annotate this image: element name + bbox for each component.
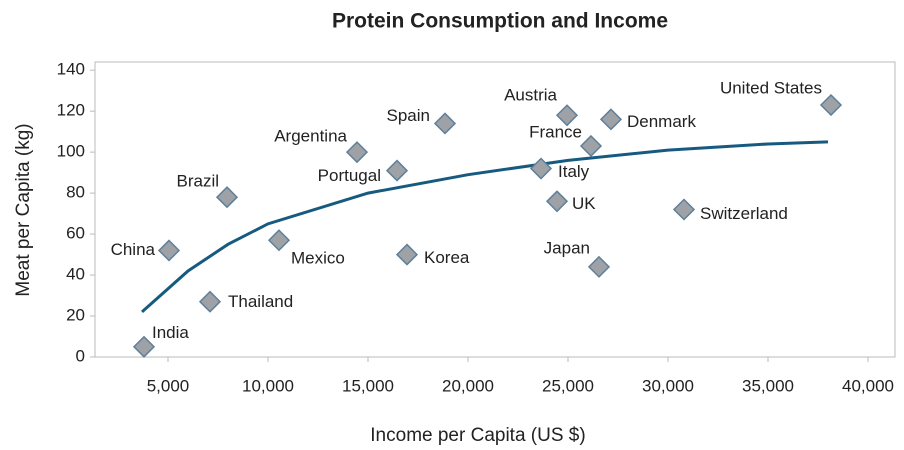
- data-point: [157, 239, 181, 262]
- x-tick-label: 35,000: [742, 376, 794, 395]
- data-point: [587, 255, 611, 278]
- x-tick-label: 15,000: [342, 376, 394, 395]
- point-label: UK: [572, 194, 596, 213]
- data-point: [819, 93, 843, 117]
- point-label: Mexico: [291, 249, 345, 268]
- data-point: [198, 290, 222, 313]
- data-point: [433, 112, 457, 135]
- x-axis-title: Income per Capita (US $): [370, 425, 585, 446]
- data-point: [545, 190, 569, 213]
- y-tick-label: 100: [57, 142, 85, 161]
- y-tick-label: 60: [66, 224, 85, 243]
- data-point: [132, 335, 156, 358]
- point-label: China: [111, 240, 156, 259]
- y-tick-label: 40: [66, 265, 85, 284]
- data-point: [345, 141, 369, 164]
- x-tick-label: 5,000: [147, 376, 190, 395]
- point-label: Japan: [544, 238, 590, 257]
- point-label: Argentina: [274, 127, 347, 146]
- x-tick-label: 40,000: [842, 376, 894, 395]
- point-label: Austria: [504, 86, 557, 105]
- point-label: Portugal: [318, 166, 381, 185]
- data-point: [672, 198, 696, 221]
- data-point: [529, 157, 553, 180]
- data-point: [267, 229, 291, 252]
- point-label: Switzerland: [700, 204, 788, 223]
- x-tick-label: 20,000: [442, 376, 494, 395]
- data-point: [395, 243, 419, 266]
- point-label: United States: [720, 79, 822, 98]
- point-label: Brazil: [176, 172, 219, 191]
- y-axis-title: Meat per Capita (kg): [13, 123, 34, 296]
- point-label: India: [152, 323, 189, 342]
- y-tick-label: 140: [57, 60, 85, 79]
- point-label: Denmark: [627, 112, 696, 131]
- x-tick-label: 10,000: [242, 376, 294, 395]
- x-tick-label: 25,000: [542, 376, 594, 395]
- data-point: [385, 159, 409, 182]
- data-point: [215, 186, 239, 209]
- trend-line: [141, 140, 829, 314]
- y-tick-label: 0: [76, 346, 85, 365]
- point-label: France: [529, 122, 582, 141]
- point-label: Thailand: [228, 292, 293, 311]
- y-tick-label: 120: [57, 101, 85, 120]
- data-point: [579, 134, 603, 158]
- chart-title: Protein Consumption and Income: [332, 10, 668, 33]
- point-label: Italy: [558, 162, 590, 181]
- y-tick-label: 20: [66, 306, 85, 325]
- y-tick-label: 80: [66, 183, 85, 202]
- plot-frame: [94, 61, 896, 358]
- data-point: [599, 108, 623, 131]
- point-label: Spain: [387, 106, 430, 125]
- x-tick-label: 30,000: [642, 376, 694, 395]
- data-point: [555, 104, 579, 127]
- point-label: Korea: [424, 248, 470, 267]
